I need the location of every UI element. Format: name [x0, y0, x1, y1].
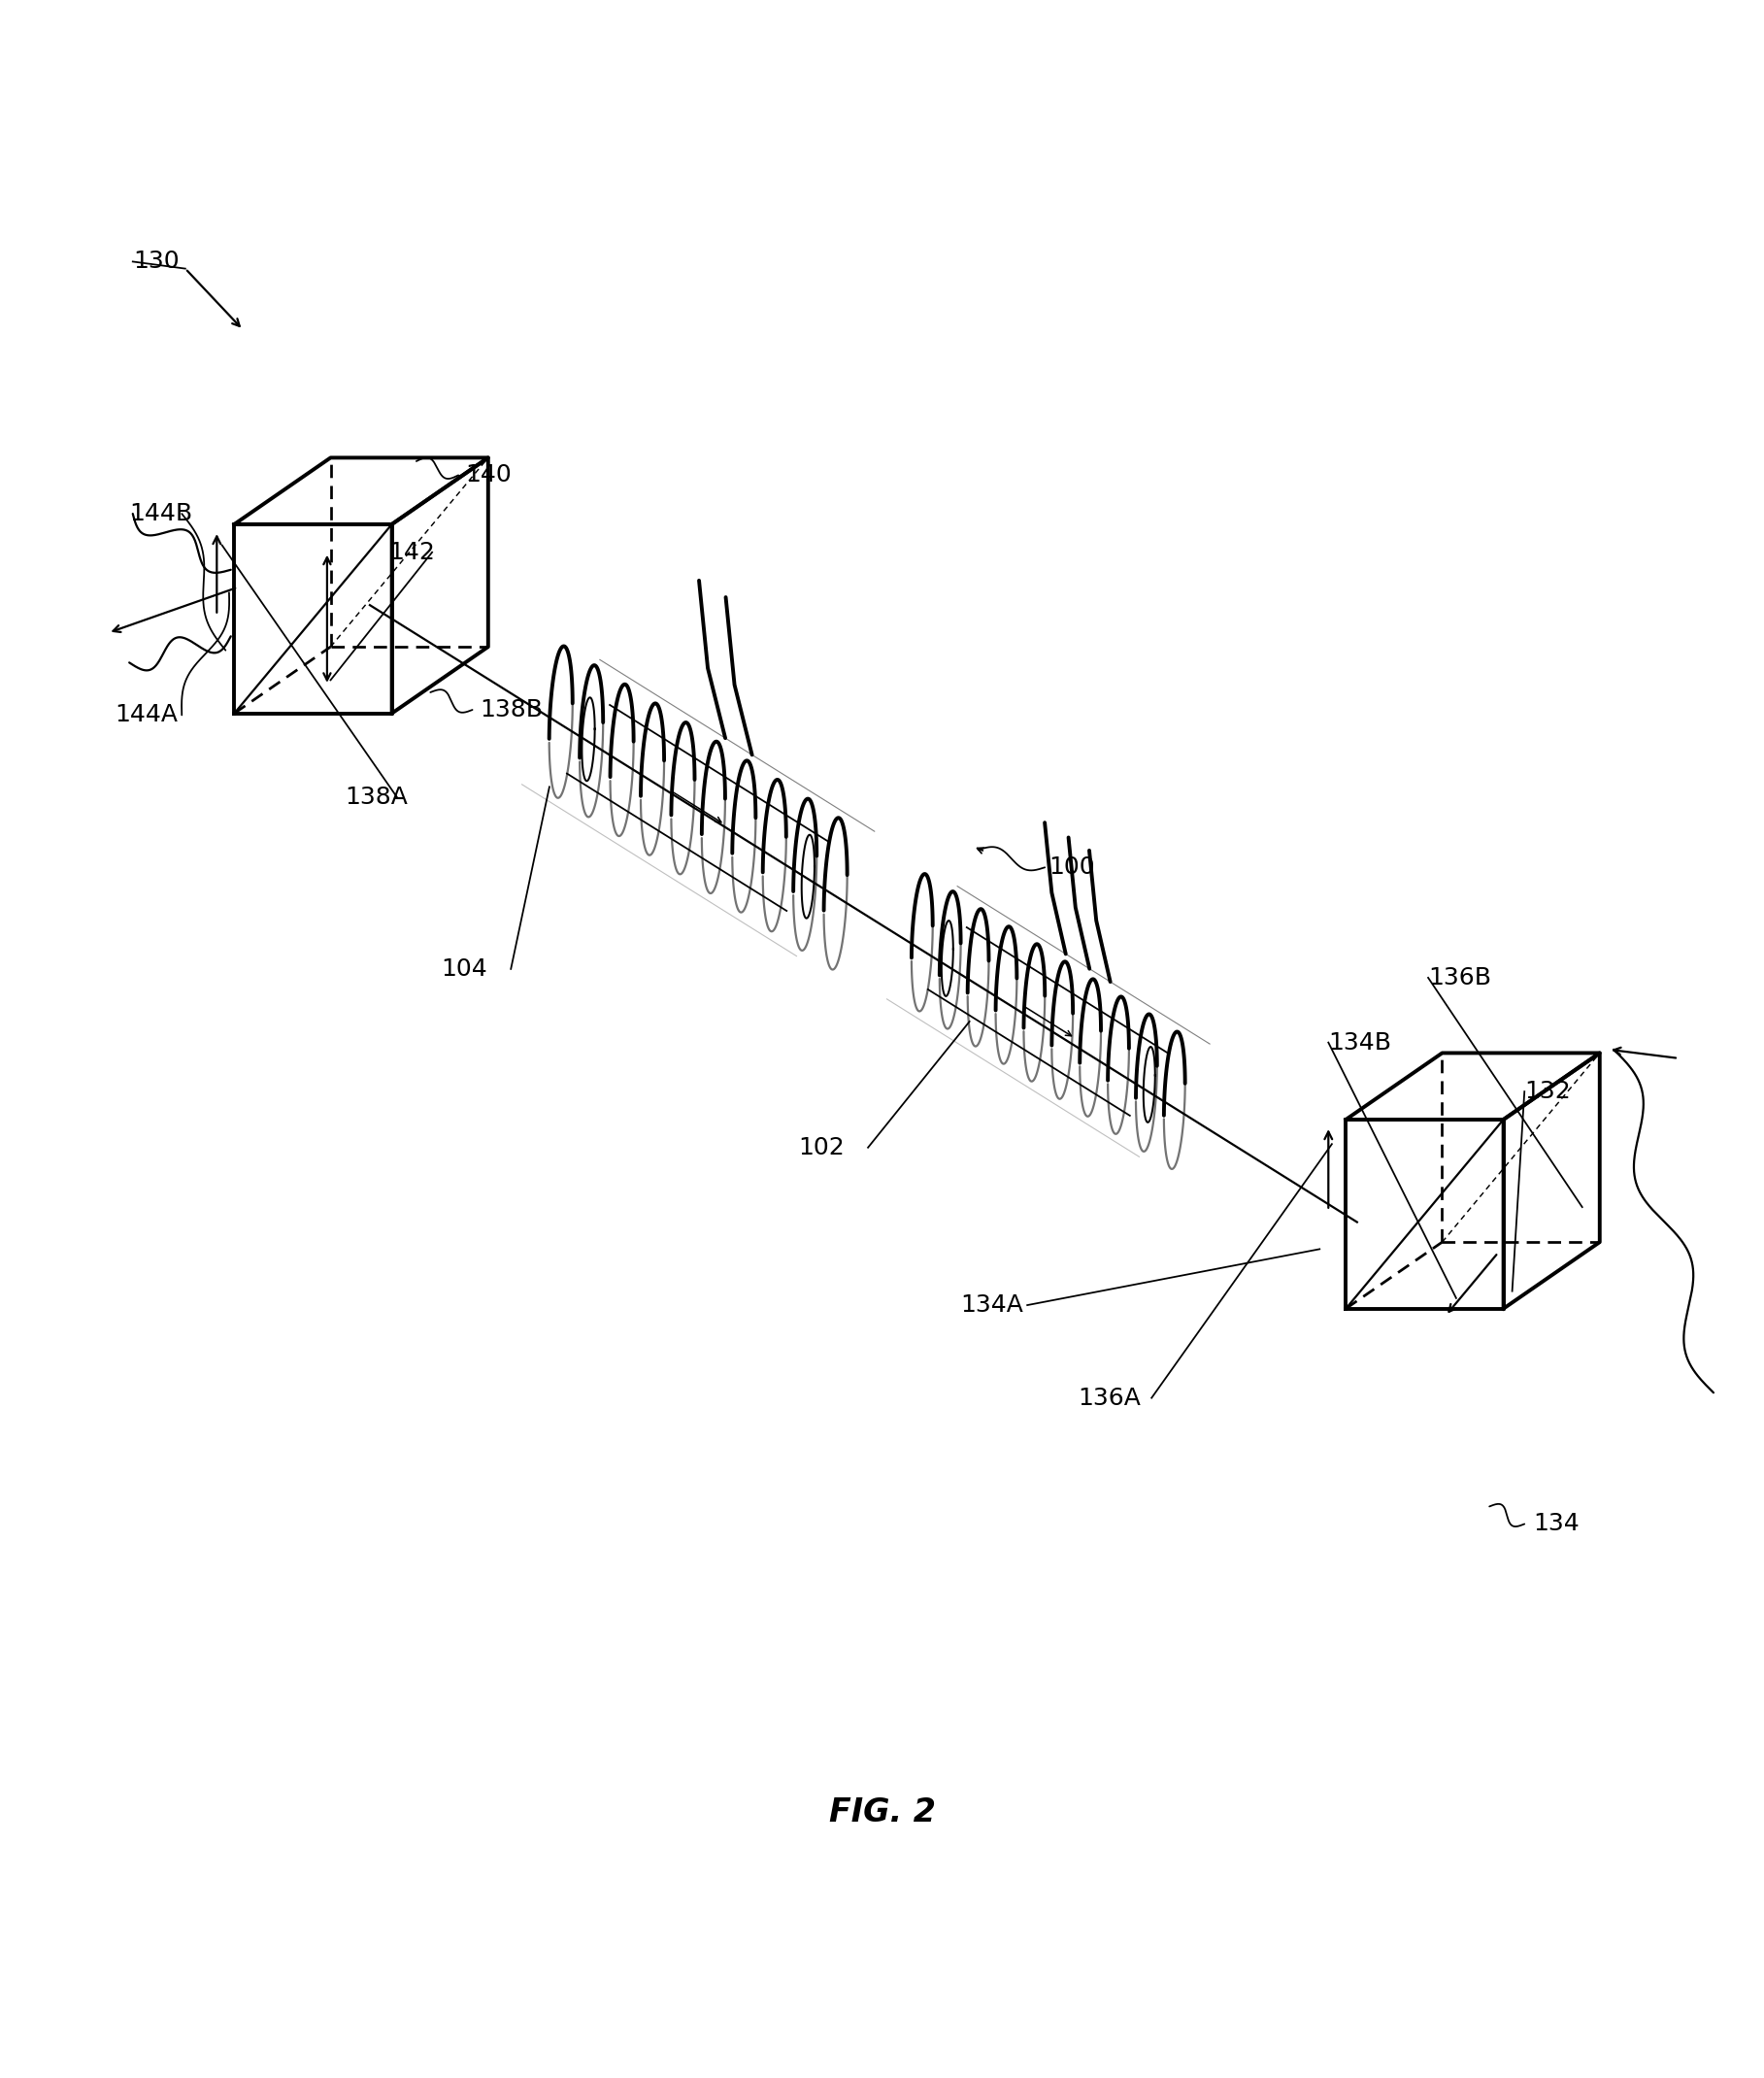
- Text: 130: 130: [132, 249, 178, 274]
- Text: 144B: 144B: [129, 503, 192, 526]
- Text: 134B: 134B: [1328, 1031, 1392, 1054]
- Text: 104: 104: [441, 958, 487, 981]
- Text: 102: 102: [797, 1137, 845, 1160]
- Text: 134: 134: [1533, 1513, 1579, 1536]
- Text: 136A: 136A: [1078, 1386, 1141, 1409]
- Text: 144A: 144A: [115, 704, 178, 727]
- Text: 132: 132: [1524, 1081, 1570, 1103]
- Text: 134A: 134A: [961, 1293, 1023, 1317]
- Text: 100: 100: [1048, 856, 1094, 879]
- Text: FIG. 2: FIG. 2: [829, 1797, 935, 1829]
- Text: 138B: 138B: [480, 698, 543, 721]
- Text: 138A: 138A: [344, 785, 407, 808]
- Text: 136B: 136B: [1429, 966, 1491, 989]
- Text: 142: 142: [388, 540, 436, 563]
- Text: 140: 140: [466, 463, 512, 486]
